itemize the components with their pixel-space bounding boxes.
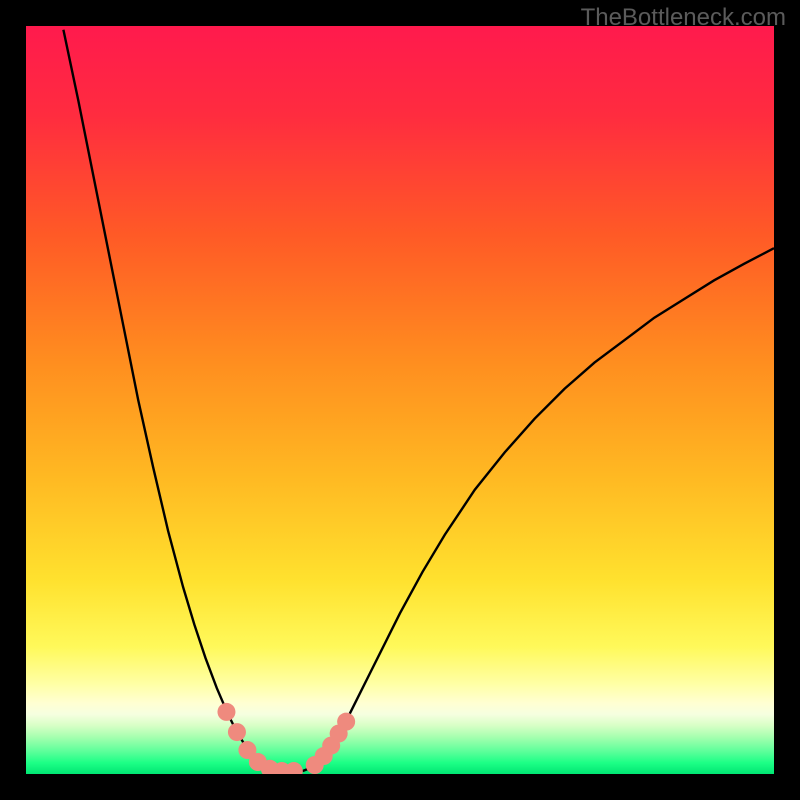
chart-frame: TheBottleneck.com <box>0 0 800 800</box>
marker-dot <box>217 703 235 721</box>
bottleneck-chart <box>0 0 800 800</box>
watermark-text: TheBottleneck.com <box>581 4 786 32</box>
marker-dot <box>337 713 355 731</box>
marker-dot <box>228 723 246 741</box>
